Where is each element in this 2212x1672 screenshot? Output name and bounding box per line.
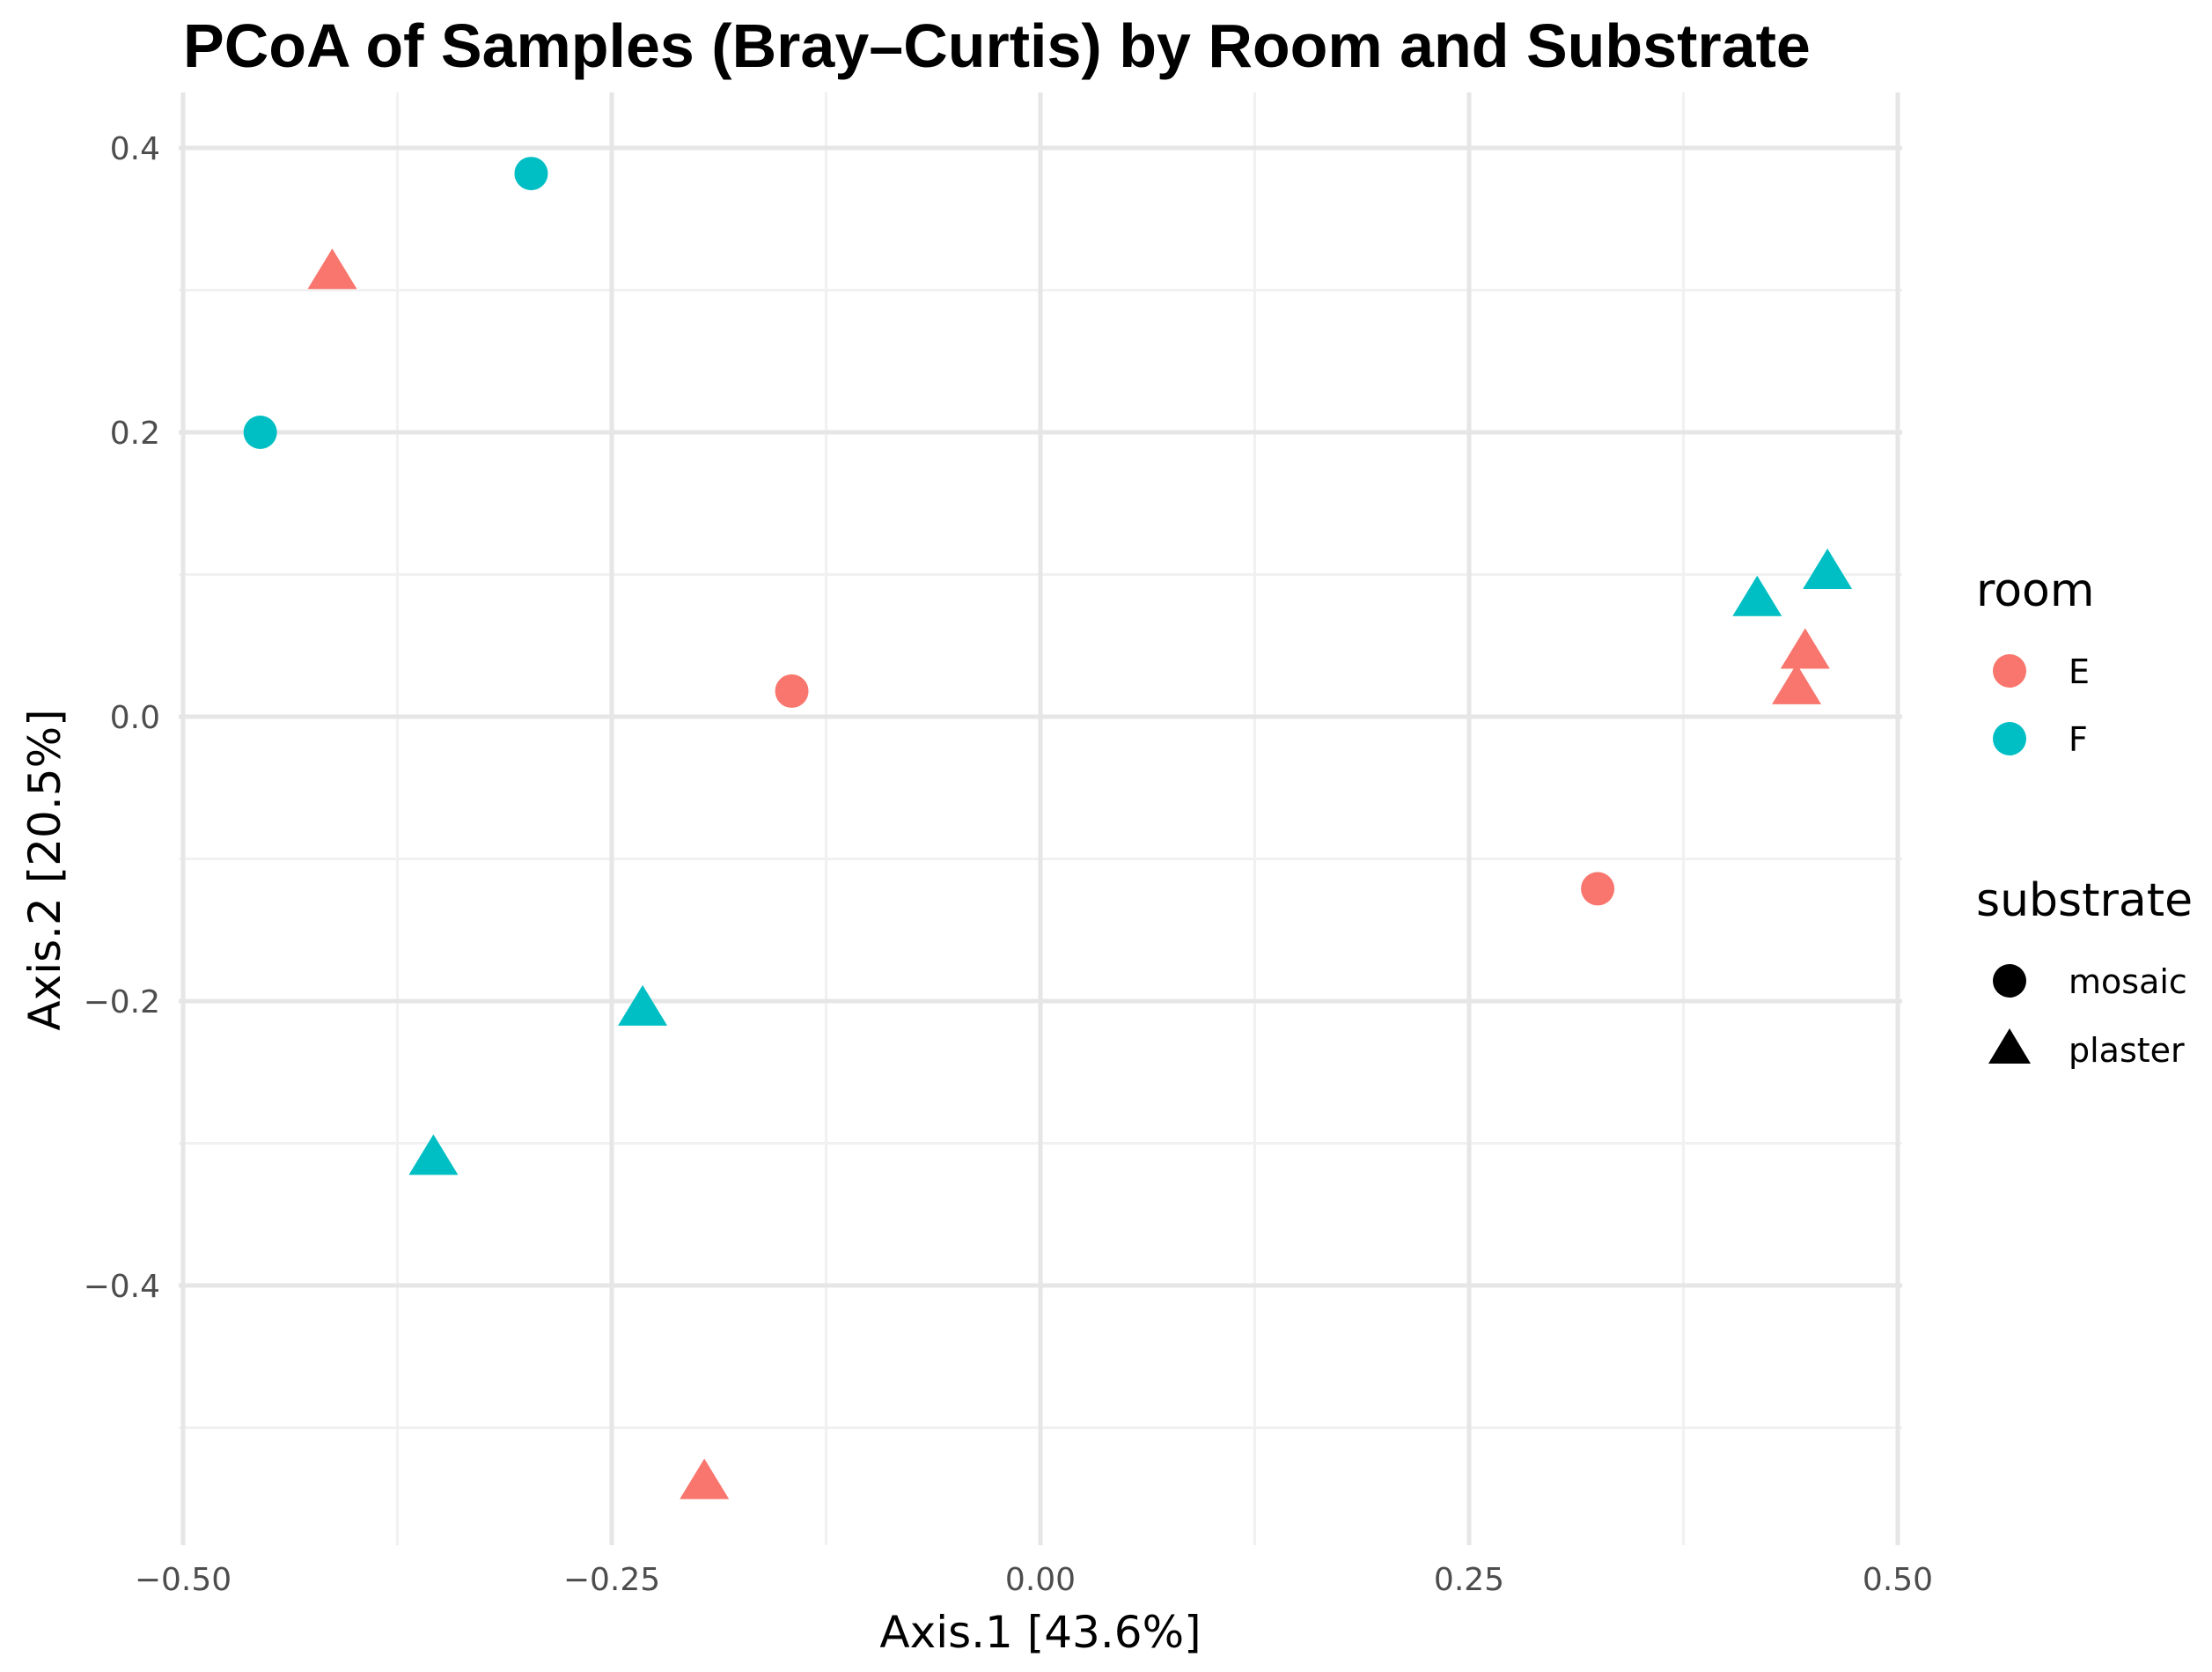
data-point-room-e-plaster <box>1772 663 1822 704</box>
legend-mosaic-label: mosaic <box>2069 962 2187 1001</box>
x-tick-label: −0.25 <box>563 1562 660 1598</box>
data-point-room-f-plaster <box>618 984 668 1026</box>
legend-room-title: room <box>1976 564 2095 617</box>
data-point-room-f-mosaic <box>243 416 277 449</box>
data-point-room-e-mosaic <box>1581 872 1615 906</box>
data-points <box>243 157 1853 1499</box>
data-point-room-e-mosaic <box>775 674 809 708</box>
x-tick-label: 0.25 <box>1434 1562 1504 1598</box>
data-point-room-f-plaster <box>408 1134 459 1175</box>
y-tick-label: 0.2 <box>110 416 160 452</box>
legend-room-e-key <box>1993 654 2026 688</box>
y-tick-label: −0.2 <box>84 984 160 1020</box>
data-point-room-e-plaster <box>1780 628 1830 669</box>
data-point-room-f-plaster <box>1732 575 1782 616</box>
legend-mosaic-key <box>1993 964 2026 998</box>
chart-title: PCoA of Samples (Bray–Curtis) by Room an… <box>183 11 1811 80</box>
x-axis-title: Axis.1 [43.6%] <box>879 1607 1201 1658</box>
x-tick-label: 0.00 <box>1005 1562 1076 1598</box>
y-tick-label: 0.4 <box>110 131 160 167</box>
legend-substrate-title: substrate <box>1976 874 2193 927</box>
data-point-room-f-plaster <box>1803 549 1853 590</box>
y-axis-title: Axis.2 [20.5%] <box>19 709 70 1030</box>
x-tick-label: −0.50 <box>135 1562 231 1598</box>
legend-plaster-key <box>1988 1028 2031 1064</box>
legend-room-f-key <box>1993 722 2026 755</box>
legend-room-f-label: F <box>2069 720 2088 759</box>
legend-room-e-label: E <box>2069 652 2090 691</box>
legend-plaster-label: plaster <box>2069 1031 2185 1070</box>
legend: room E F substrate mosaic plaster <box>1976 564 2193 1070</box>
data-point-room-f-mosaic <box>514 157 548 191</box>
y-tick-label: −0.4 <box>84 1269 160 1305</box>
tick-labels: −0.50 −0.25 0.00 0.25 0.50 −0.4 −0.2 0.0 0.2 0.4 <box>84 131 1934 1598</box>
data-point-room-e-plaster <box>680 1458 730 1499</box>
data-point-room-e-plaster <box>307 248 357 290</box>
x-tick-label: 0.50 <box>1863 1562 1933 1598</box>
y-tick-label: 0.0 <box>110 700 160 736</box>
grid <box>179 92 1902 1545</box>
